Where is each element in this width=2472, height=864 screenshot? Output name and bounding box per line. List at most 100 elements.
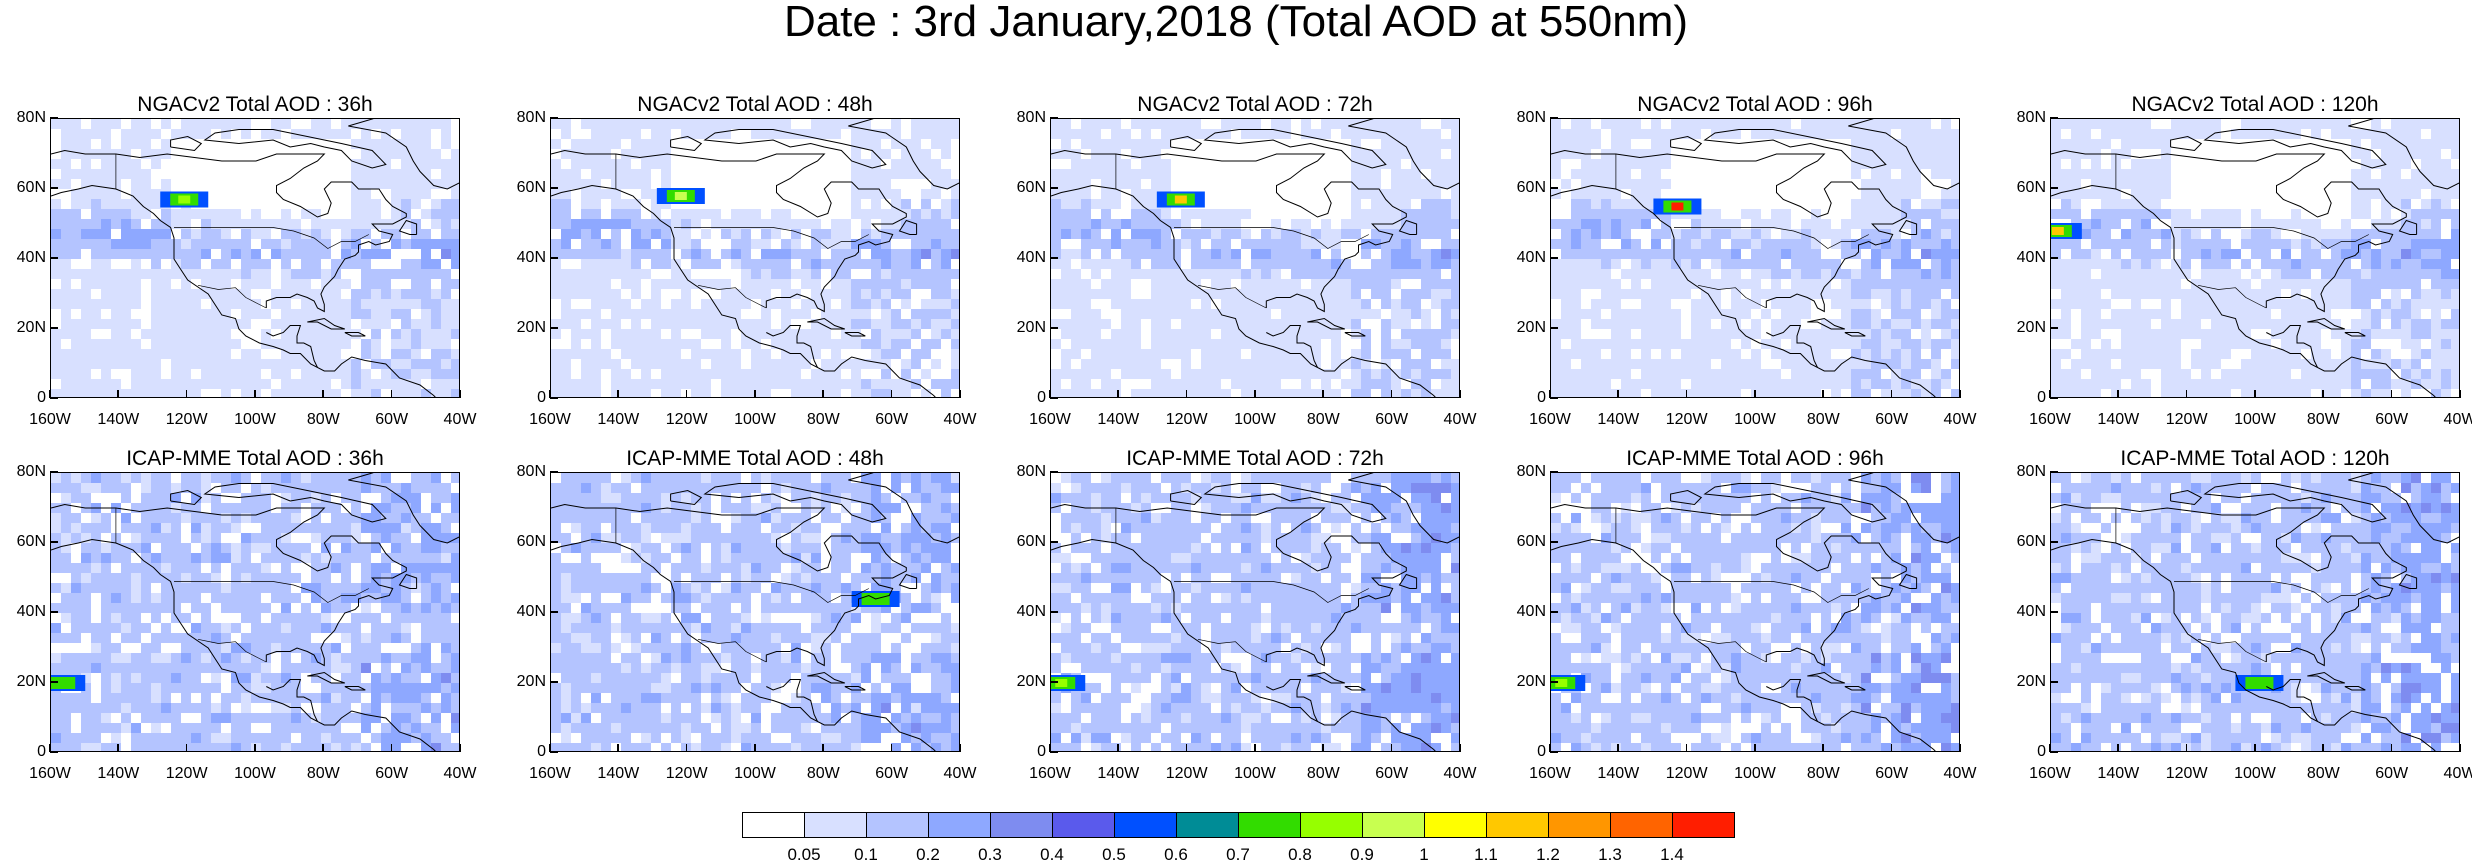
lat-tick-label: 60N xyxy=(0,180,46,196)
lat-tick-mark xyxy=(2050,471,2058,473)
panel-title: NGACv2 Total AOD : 96h xyxy=(1550,92,1960,118)
lat-tick-mark xyxy=(2050,327,2058,329)
lon-tick-label: 60W xyxy=(2362,412,2422,428)
lon-tick-mark xyxy=(254,390,256,398)
lon-tick-mark xyxy=(2391,744,2393,752)
lon-tick-label: 80W xyxy=(1293,412,1353,428)
lat-tick-mark xyxy=(550,117,558,119)
lon-tick-label: 80W xyxy=(793,412,853,428)
lon-tick-label: 80W xyxy=(1293,766,1353,782)
lat-tick-mark xyxy=(2050,541,2058,543)
lon-tick-label: 40W xyxy=(430,766,490,782)
aod-map xyxy=(551,119,960,398)
lat-tick-mark xyxy=(1050,397,1058,399)
lon-tick-mark xyxy=(186,390,188,398)
lon-tick-label: 160W xyxy=(1020,412,1080,428)
lon-tick-mark xyxy=(1322,390,1324,398)
lat-tick-mark xyxy=(550,187,558,189)
lon-tick-mark xyxy=(322,744,324,752)
map-frame xyxy=(50,472,460,752)
aod-map xyxy=(1051,473,1460,752)
lat-tick-mark xyxy=(1550,751,1558,753)
lon-tick-mark xyxy=(1822,744,1824,752)
map-frame xyxy=(1550,472,1960,752)
lon-tick-label: 140W xyxy=(88,766,148,782)
colorbar-label: 0.2 xyxy=(903,846,953,864)
lon-tick-label: 100W xyxy=(725,412,785,428)
lat-tick-mark xyxy=(1050,541,1058,543)
lon-tick-mark xyxy=(1959,744,1961,752)
lon-tick-mark xyxy=(2117,390,2119,398)
lat-tick-label: 80N xyxy=(2000,110,2046,126)
lon-tick-label: 160W xyxy=(20,412,80,428)
lon-tick-mark xyxy=(549,744,551,752)
lon-tick-label: 140W xyxy=(1588,412,1648,428)
lat-tick-label: 40N xyxy=(1500,250,1546,266)
lon-tick-label: 120W xyxy=(2157,766,2217,782)
lon-tick-mark xyxy=(2049,390,2051,398)
lat-tick-label: 60N xyxy=(500,180,546,196)
lat-tick-mark xyxy=(1550,471,1558,473)
lon-tick-mark xyxy=(2186,390,2188,398)
colorbar-swatch xyxy=(1362,812,1425,838)
lon-tick-label: 80W xyxy=(1793,766,1853,782)
lat-tick-mark xyxy=(550,471,558,473)
lon-tick-mark xyxy=(2049,744,2051,752)
lon-tick-label: 40W xyxy=(930,766,990,782)
lon-tick-label: 140W xyxy=(2088,412,2148,428)
aod-hotspot xyxy=(1157,192,1205,208)
colorbar-swatch xyxy=(1486,812,1549,838)
aod-map xyxy=(1551,473,1960,752)
lat-tick-label: 40N xyxy=(1500,604,1546,620)
lat-tick-mark xyxy=(50,187,58,189)
colorbar-swatch xyxy=(1300,812,1363,838)
lat-tick-mark xyxy=(550,611,558,613)
colorbar-swatch xyxy=(1238,812,1301,838)
lat-tick-label: 40N xyxy=(1000,604,1046,620)
lon-tick-mark xyxy=(391,744,393,752)
lon-tick-mark xyxy=(1186,744,1188,752)
aod-map xyxy=(551,473,960,752)
colorbar-label: 0.3 xyxy=(965,846,1015,864)
lon-tick-mark xyxy=(754,390,756,398)
lon-tick-mark xyxy=(391,390,393,398)
lat-tick-label: 0 xyxy=(0,390,46,406)
lat-tick-label: 0 xyxy=(1500,744,1546,760)
lat-tick-mark xyxy=(50,751,58,753)
lon-tick-label: 120W xyxy=(1157,412,1217,428)
aod-map xyxy=(1051,119,1460,398)
aod-hotspot xyxy=(1051,675,1085,691)
lon-tick-mark xyxy=(49,390,51,398)
lat-tick-mark xyxy=(550,681,558,683)
lat-tick-mark xyxy=(50,681,58,683)
lat-tick-label: 80N xyxy=(1500,464,1546,480)
lat-tick-label: 80N xyxy=(1000,110,1046,126)
lon-tick-label: 60W xyxy=(862,412,922,428)
lon-tick-mark xyxy=(959,744,961,752)
lat-tick-label: 20N xyxy=(500,674,546,690)
lon-tick-label: 40W xyxy=(1930,412,1990,428)
colorbar-swatch xyxy=(1424,812,1487,838)
lon-tick-mark xyxy=(686,390,688,398)
lon-tick-mark xyxy=(891,744,893,752)
lat-tick-mark xyxy=(50,471,58,473)
lat-tick-mark xyxy=(2050,117,2058,119)
colorbar-label: 0.6 xyxy=(1151,846,1201,864)
lon-tick-mark xyxy=(254,744,256,752)
lon-tick-mark xyxy=(1959,390,1961,398)
colorbar-label: 0.9 xyxy=(1337,846,1387,864)
lon-tick-mark xyxy=(1049,744,1051,752)
lon-tick-label: 60W xyxy=(2362,766,2422,782)
lon-tick-mark xyxy=(1617,390,1619,398)
colorbar-label: 0.05 xyxy=(779,846,829,864)
lat-tick-label: 60N xyxy=(1500,534,1546,550)
lat-tick-label: 80N xyxy=(0,110,46,126)
lon-tick-mark xyxy=(1754,744,1756,752)
lon-tick-label: 100W xyxy=(1725,766,1785,782)
lon-tick-mark xyxy=(617,744,619,752)
colorbar-label: 1.1 xyxy=(1461,846,1511,864)
